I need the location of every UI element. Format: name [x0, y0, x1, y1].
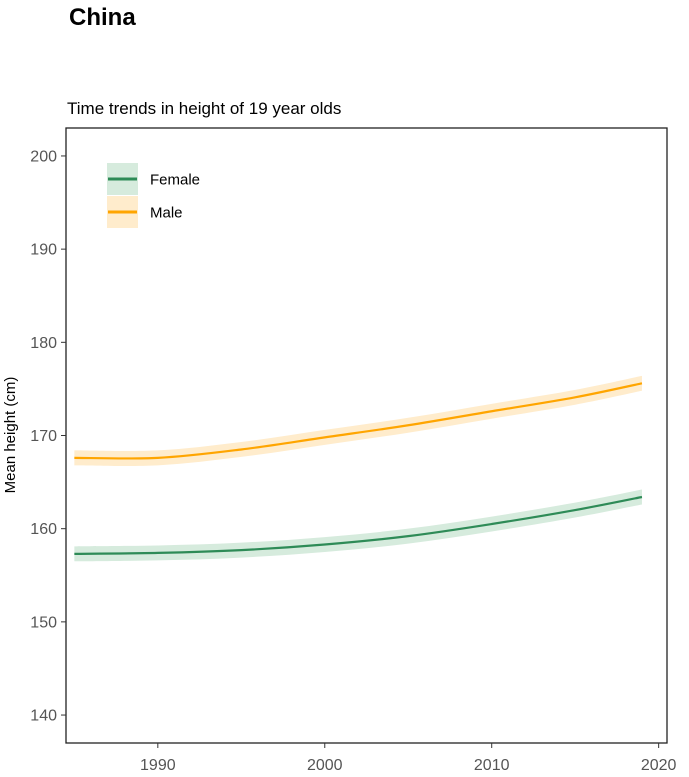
ci-band-female: [74, 489, 642, 562]
y-tick-label: 150: [30, 614, 57, 631]
x-axis: 1990 2000 2010 2020: [140, 743, 677, 774]
y-tick-label: 160: [30, 521, 57, 538]
y-tick-label: 170: [30, 428, 57, 445]
confidence-bands: [74, 375, 642, 562]
x-tick-label: 2000: [307, 757, 343, 774]
series-line-female: [74, 495, 643, 555]
ci-band-male: [74, 375, 642, 466]
y-tick-label: 180: [30, 335, 57, 352]
y-axis: 140 150 160 170 180 190 200: [30, 148, 66, 725]
chart-title: Time trends in height of 19 year olds: [67, 99, 341, 118]
y-tick-label: 140: [30, 708, 57, 725]
y-tick-label: 200: [30, 148, 57, 165]
series-line-male: [74, 382, 643, 460]
legend: Female Male: [107, 163, 200, 228]
series-lines: [74, 382, 643, 555]
legend-label-male: Male: [150, 205, 183, 222]
page-title: China: [69, 4, 136, 31]
x-tick-label: 1990: [140, 757, 176, 774]
y-axis-title: Mean height (cm): [2, 377, 19, 494]
y-tick-label: 190: [30, 242, 57, 259]
x-tick-label: 2010: [474, 757, 510, 774]
legend-label-female: Female: [150, 172, 200, 189]
x-tick-label: 2020: [641, 757, 677, 774]
